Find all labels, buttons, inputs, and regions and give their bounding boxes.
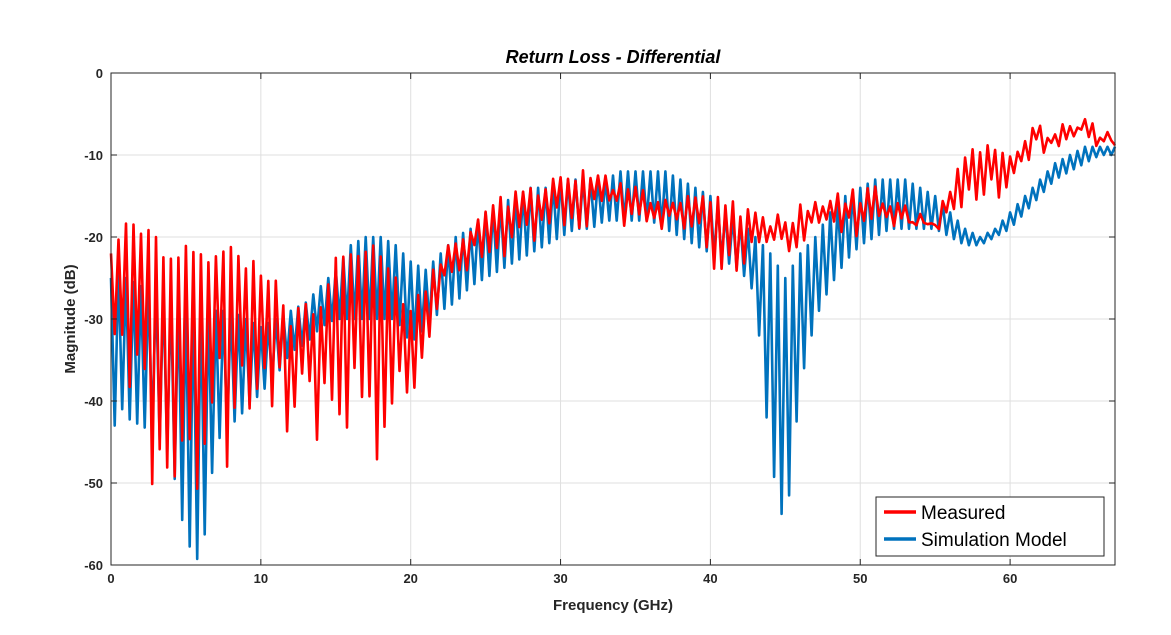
x-tick-label-0: 0 bbox=[107, 571, 114, 586]
x-tick-label-1: 10 bbox=[254, 571, 268, 586]
x-tick-label-3: 30 bbox=[553, 571, 567, 586]
y-tick-label-1: -10 bbox=[84, 148, 103, 163]
tick-labels: 0 10 20 30 40 50 60 0 -10 -20 -30 -40 -50 -60 bbox=[84, 66, 1115, 586]
y-tick-label-5: -50 bbox=[84, 476, 103, 491]
y-tick-label-2: -20 bbox=[84, 230, 103, 245]
series-layer bbox=[109, 117, 1117, 561]
x-tick-label-5: 50 bbox=[853, 571, 867, 586]
legend-label-measured: Measured bbox=[921, 503, 1006, 524]
legend: Measured Simulation Model bbox=[875, 496, 1105, 557]
y-tick-label-4: -40 bbox=[84, 394, 103, 409]
x-axis-label: Frequency (GHz) bbox=[553, 597, 673, 614]
legend-label-simulation: Simulation Model bbox=[921, 530, 1067, 551]
legend-box bbox=[875, 496, 1105, 557]
chart-title: Return Loss - Differential bbox=[506, 47, 722, 67]
y-tick-label-6: -60 bbox=[84, 558, 103, 573]
x-tick-label-4: 40 bbox=[703, 571, 717, 586]
y-axis-label: Magnitude (dB) bbox=[62, 264, 79, 373]
y-tick-label-0: 0 bbox=[96, 66, 103, 81]
x-tick-label-6: 60 bbox=[1003, 571, 1017, 586]
x-tick-label-2: 20 bbox=[403, 571, 417, 586]
series-line-measured bbox=[109, 117, 1117, 491]
y-tick-label-3: -30 bbox=[84, 312, 103, 327]
